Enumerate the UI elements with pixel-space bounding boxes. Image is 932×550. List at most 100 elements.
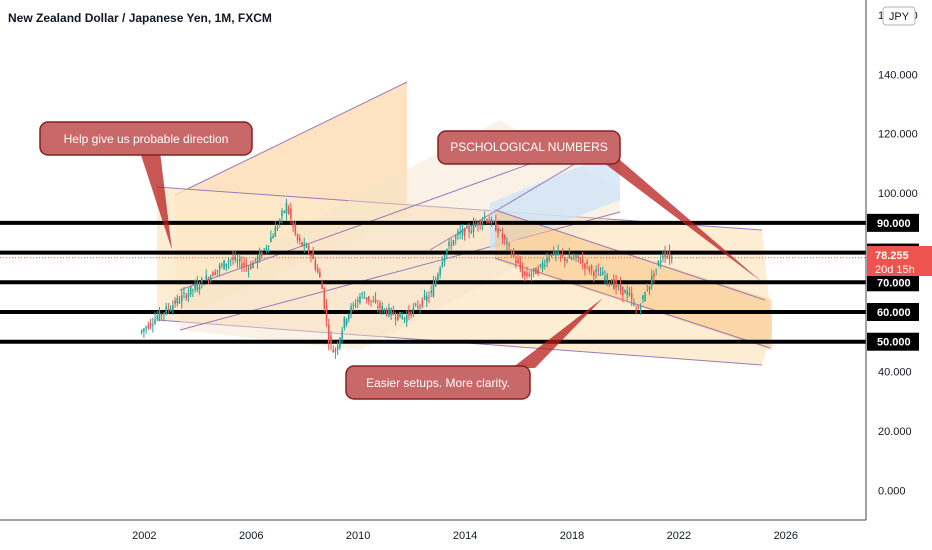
candle-body bbox=[508, 243, 510, 246]
candle-body bbox=[256, 256, 259, 264]
candle-body bbox=[185, 295, 188, 299]
candle-body bbox=[147, 325, 150, 329]
candle-body bbox=[544, 264, 546, 266]
candle-body bbox=[261, 252, 263, 256]
candle-body bbox=[568, 254, 571, 259]
candle-body bbox=[468, 228, 470, 232]
candle-body bbox=[172, 305, 174, 311]
candle-body bbox=[593, 271, 595, 276]
level-label: 50.000 bbox=[877, 337, 911, 349]
candle-body bbox=[399, 312, 401, 318]
candle-body bbox=[388, 308, 390, 316]
candle-body bbox=[421, 299, 424, 307]
candle-body bbox=[290, 208, 292, 219]
level-label-bg bbox=[867, 273, 919, 292]
callout-setups[interactable]: Easier setups. More clarity. bbox=[345, 365, 531, 400]
candle-body bbox=[408, 311, 410, 316]
last-price-countdown: 20d 15h bbox=[875, 264, 915, 276]
candle-body bbox=[417, 306, 419, 308]
candle-body bbox=[590, 265, 593, 270]
candle-body bbox=[646, 290, 649, 292]
level-label: 70.000 bbox=[877, 277, 911, 289]
candle-body bbox=[274, 227, 277, 237]
candle-body bbox=[194, 283, 196, 290]
candle-body bbox=[207, 278, 210, 281]
candle-body bbox=[657, 261, 660, 265]
candle-body bbox=[169, 308, 172, 312]
candle-body bbox=[163, 312, 165, 315]
price-tick-label: 40.000 bbox=[878, 366, 912, 378]
candle-body bbox=[323, 287, 326, 309]
candle-body bbox=[140, 330, 143, 333]
candle-body bbox=[325, 305, 328, 321]
candle-body bbox=[497, 227, 499, 234]
candle-body bbox=[613, 279, 615, 289]
candle-body bbox=[368, 296, 370, 302]
candle-body bbox=[432, 283, 435, 297]
candle-body bbox=[336, 346, 339, 350]
candle-body bbox=[183, 292, 185, 294]
candle-body bbox=[156, 316, 159, 320]
candle-body bbox=[624, 289, 626, 294]
candle-body bbox=[454, 235, 457, 239]
candle-body bbox=[481, 220, 484, 224]
candle-body bbox=[192, 289, 194, 291]
candle-body bbox=[200, 278, 203, 283]
candle-body bbox=[180, 295, 183, 302]
candle-body bbox=[334, 349, 337, 352]
candle-body bbox=[187, 293, 190, 297]
candle-body bbox=[285, 203, 288, 214]
price-candles bbox=[140, 198, 673, 359]
candle-body bbox=[174, 300, 176, 305]
candle-body bbox=[548, 257, 551, 261]
callout-direction[interactable]: Help give us probable direction bbox=[39, 121, 253, 156]
candle-body bbox=[668, 251, 671, 260]
candle-body bbox=[348, 314, 350, 320]
candle-body bbox=[305, 245, 308, 248]
candle-body bbox=[461, 229, 464, 235]
price-tick-label: 20.000 bbox=[878, 426, 912, 438]
candle-body bbox=[499, 229, 502, 231]
candle-body bbox=[501, 233, 504, 239]
candle-body bbox=[617, 285, 620, 287]
candle-body bbox=[145, 327, 147, 329]
candle-body bbox=[294, 223, 297, 234]
candle-body bbox=[639, 307, 642, 309]
candle-body bbox=[650, 275, 653, 286]
candle-body bbox=[570, 258, 573, 260]
candle-body bbox=[283, 210, 286, 213]
candle-body bbox=[356, 300, 359, 302]
candle-body bbox=[214, 271, 216, 275]
candle-body bbox=[401, 316, 404, 319]
currency-badge[interactable]: JPY bbox=[882, 6, 916, 26]
candle-body bbox=[584, 263, 586, 269]
candle-body bbox=[227, 261, 230, 263]
candle-body bbox=[579, 262, 582, 264]
candle-body bbox=[486, 219, 488, 223]
candle-body bbox=[532, 268, 535, 272]
candle-body bbox=[376, 306, 379, 308]
level-label-bg bbox=[867, 332, 919, 351]
candle-body bbox=[330, 335, 332, 344]
candle-body bbox=[258, 251, 261, 260]
candle-body bbox=[167, 308, 170, 310]
chart-title: New Zealand Dollar / Japanese Yen, 1M, F… bbox=[8, 11, 272, 25]
candle-body bbox=[359, 296, 361, 303]
forecast-zone-wedge bbox=[157, 187, 772, 365]
candle-body bbox=[588, 267, 591, 272]
candle-body bbox=[626, 291, 629, 296]
time-axis[interactable]: 2002 2006 2010 2014 2018 2022 2026 bbox=[132, 530, 798, 542]
candle-body bbox=[327, 324, 330, 343]
candle-body bbox=[372, 301, 375, 303]
candle-body bbox=[428, 297, 430, 299]
candle-body bbox=[492, 221, 495, 223]
candle-body bbox=[659, 260, 662, 264]
candle-body bbox=[434, 279, 437, 287]
candle-body bbox=[535, 267, 537, 275]
candle-body bbox=[276, 226, 279, 230]
callout-psychological[interactable]: PSCHOLOGICAL NUMBERS bbox=[437, 130, 621, 165]
candle-body bbox=[341, 330, 343, 340]
candle-body bbox=[530, 273, 533, 275]
candle-body bbox=[599, 274, 602, 276]
